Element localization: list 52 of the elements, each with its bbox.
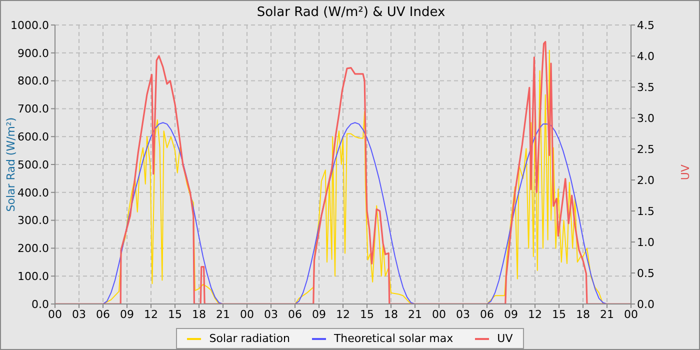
x-tick-label: 03 (72, 308, 86, 321)
y2-tick-label: 2.0 (637, 174, 654, 187)
x-tick-label: 06 (480, 308, 494, 321)
y2-tick-label: 3.5 (637, 80, 654, 94)
x-tick-label: 00 (240, 308, 254, 321)
x-tick-label: 12 (336, 308, 350, 321)
y-tick-label: 100.0 (18, 270, 49, 284)
y-tick-label: 700.0 (18, 102, 49, 116)
y-tick-label: 300.0 (18, 214, 49, 228)
x-tick-label: 06 (288, 308, 302, 321)
x-tick-label: 03 (456, 308, 470, 321)
y2-axis-title: UV (678, 164, 692, 180)
x-tick-label: 09 (504, 308, 518, 321)
x-tick-label: 00 (624, 308, 638, 321)
legend-label: Solar radiation (209, 332, 290, 345)
y-tick-label: 400.0 (18, 186, 49, 200)
chart-title: Solar Rad (W/m²) & UV Index (256, 5, 446, 20)
y-axis-title: Solar Rad (W/m²) (4, 117, 18, 212)
x-tick-label: 03 (264, 308, 278, 321)
y2-tick-label: 4.0 (637, 50, 654, 63)
legend-label: UV (497, 332, 513, 345)
y2-tick-label: 0.5 (637, 266, 654, 280)
y-tick-label: 900.0 (18, 46, 49, 60)
y-tick-label: 600.0 (18, 130, 49, 144)
x-tick-label: 00 (48, 308, 62, 321)
y2-tick-label: 2.5 (637, 142, 654, 156)
x-tick-label: 00 (432, 308, 446, 321)
x-tick-label: 18 (576, 308, 590, 321)
x-tick-label: 21 (408, 308, 422, 321)
y-tick-label: 500.0 (18, 158, 49, 172)
y2-tick-label: 1.0 (637, 236, 654, 249)
x-tick-label: 06 (96, 308, 110, 321)
y2-tick-label: 4.5 (637, 18, 654, 32)
x-tick-label: 15 (360, 308, 374, 321)
x-tick-label: 18 (384, 308, 398, 321)
y-tick-label: 1000.0 (10, 18, 49, 32)
y-tick-label: 200.0 (18, 242, 49, 256)
x-tick-label: 15 (552, 308, 566, 321)
x-tick-label: 09 (120, 308, 134, 321)
x-tick-label: 12 (528, 308, 542, 321)
y2-tick-label: 0.0 (637, 298, 654, 311)
x-tick-label: 21 (600, 308, 614, 321)
y-tick-label: 0.0 (32, 298, 49, 311)
x-tick-label: 12 (144, 308, 158, 321)
legend-label: Theoretical solar max (334, 332, 454, 345)
y2-tick-label: 1.5 (637, 204, 654, 218)
y2-tick-label: 3.0 (637, 112, 654, 125)
x-tick-label: 18 (192, 308, 206, 321)
x-tick-label: 09 (312, 308, 326, 321)
y-tick-label: 800.0 (18, 74, 49, 88)
x-tick-label: 15 (168, 308, 182, 321)
x-tick-label: 21 (216, 308, 230, 321)
